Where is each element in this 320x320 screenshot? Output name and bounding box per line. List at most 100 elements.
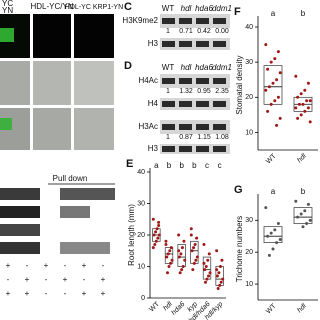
point	[278, 71, 282, 75]
label: YN	[2, 6, 13, 15]
y-tick-label: 20	[245, 94, 253, 101]
point	[168, 249, 172, 253]
point	[278, 116, 282, 120]
point	[275, 78, 279, 82]
sign: -	[64, 289, 67, 298]
band	[196, 78, 209, 84]
box	[263, 65, 283, 105]
band	[162, 101, 175, 107]
point	[189, 227, 193, 231]
sign: +	[101, 275, 106, 284]
point	[178, 271, 182, 275]
x-tick-label: WT	[265, 152, 278, 165]
point	[155, 227, 159, 231]
ratio: 1.32	[179, 88, 193, 95]
pulldown-blots	[0, 183, 115, 254]
significance: c	[218, 161, 222, 170]
point	[154, 239, 158, 243]
point	[218, 265, 222, 268]
sign: -	[7, 275, 10, 284]
y-tick-label: 0	[141, 295, 145, 302]
sign: -	[26, 261, 29, 270]
point	[294, 106, 298, 110]
point	[278, 237, 282, 241]
point	[264, 43, 268, 47]
sign: -	[83, 275, 86, 284]
point	[190, 249, 194, 253]
point	[204, 265, 208, 268]
point	[296, 95, 300, 99]
point	[180, 268, 184, 272]
point	[181, 265, 185, 268]
point	[271, 247, 275, 251]
point	[195, 255, 199, 259]
sign: +	[25, 289, 30, 298]
point	[266, 109, 270, 113]
point	[182, 239, 186, 243]
ratio: 0.00	[215, 28, 229, 35]
point	[303, 209, 307, 213]
ratio: 1	[166, 28, 170, 35]
point	[193, 242, 197, 246]
point	[177, 249, 181, 253]
point	[276, 95, 280, 99]
significance: b	[179, 161, 184, 170]
point	[153, 242, 157, 246]
point	[205, 277, 209, 281]
point	[308, 99, 312, 103]
y-label: Root length (mm)	[127, 204, 136, 266]
point	[194, 258, 198, 262]
point	[165, 271, 169, 275]
point	[157, 233, 161, 237]
band	[162, 78, 175, 84]
band	[196, 18, 209, 24]
point	[275, 241, 279, 245]
band	[179, 78, 192, 84]
band	[179, 18, 192, 24]
point	[180, 246, 184, 250]
point	[299, 92, 303, 96]
point	[207, 274, 211, 278]
point	[218, 283, 222, 287]
lane-label: hdl	[181, 63, 192, 72]
point	[192, 246, 196, 250]
point	[308, 218, 312, 222]
point	[269, 60, 273, 64]
band	[213, 18, 226, 24]
band	[213, 124, 226, 130]
lane-label: ddm1	[212, 4, 232, 13]
x-tick-label: WT	[148, 300, 161, 313]
point	[220, 258, 224, 262]
lane-label: hda6	[195, 63, 213, 72]
point	[157, 224, 161, 228]
row-label: H3	[148, 39, 159, 48]
point	[301, 225, 305, 229]
point	[206, 258, 210, 262]
band	[196, 101, 209, 107]
row-label: H3	[148, 144, 159, 153]
significance: b	[301, 187, 306, 196]
point	[157, 220, 161, 224]
band	[179, 124, 192, 130]
lane-label: WT	[162, 4, 175, 13]
significance: b	[192, 161, 197, 170]
significance: a	[154, 161, 159, 170]
significance: b	[301, 9, 306, 18]
ratio: 1.08	[215, 134, 229, 141]
band	[196, 124, 209, 130]
point	[306, 202, 310, 206]
row-label: H3K9me2	[122, 16, 158, 25]
point	[164, 242, 168, 246]
point	[276, 50, 280, 54]
point	[165, 255, 169, 259]
point	[267, 85, 271, 89]
sign: -	[45, 275, 48, 284]
label: Pull down	[53, 174, 88, 183]
panel-letter: F	[234, 6, 241, 18]
panel-letter: D	[124, 60, 132, 72]
point	[305, 99, 309, 103]
ratio: 0.87	[179, 134, 193, 141]
point	[170, 258, 174, 262]
row-label: H4	[148, 99, 159, 108]
